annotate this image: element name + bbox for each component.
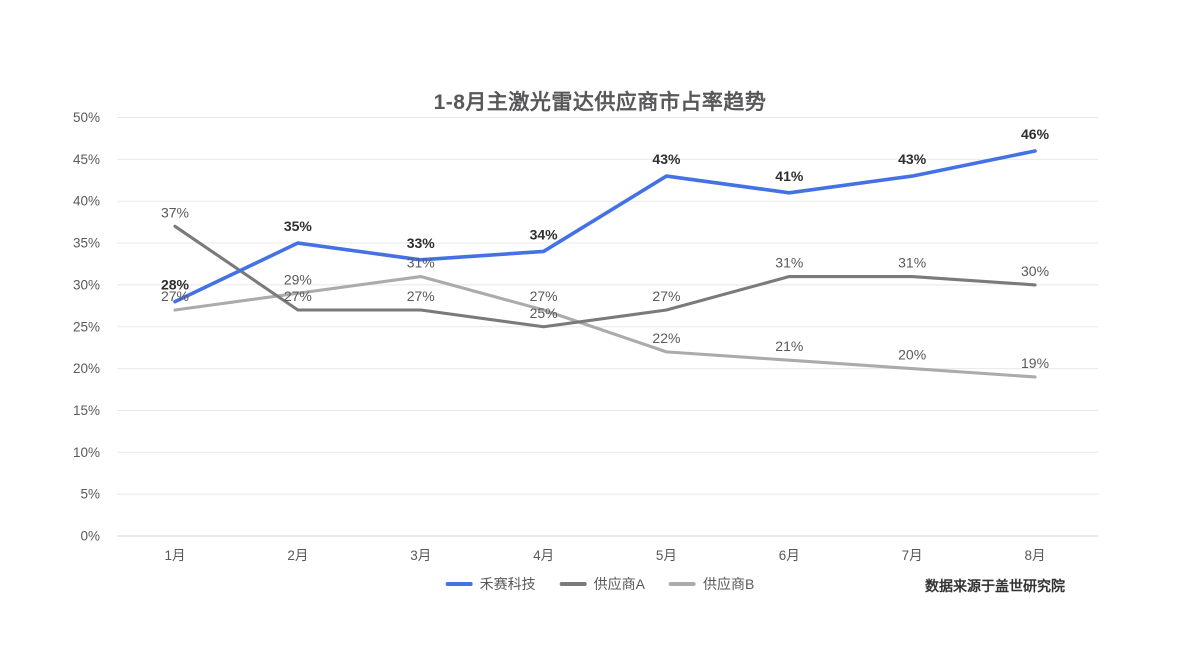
y-axis-tick-label: 45% [73,152,100,167]
data-label-series-2: 19% [1021,355,1049,371]
y-axis-tick-label: 40% [73,194,100,209]
legend-label: 供应商A [593,576,645,592]
legend-item-0: 禾赛科技 [445,574,536,594]
data-label-series-2: 21% [775,338,803,354]
data-label-series-2: 29% [284,271,312,287]
data-label-series-1: 25% [530,305,558,321]
data-label-series-2: 20% [898,347,926,363]
legend-label: 供应商B [703,576,755,592]
data-label-series-0: 43% [898,151,927,167]
x-axis-tick-label: 6月 [779,548,800,563]
data-label-series-0: 46% [1021,126,1050,142]
data-label-series-0: 34% [530,226,559,242]
series-line-0 [173,149,1037,304]
y-axis-tick-label: 5% [80,487,100,502]
source-note: 数据来源于盖世研究院 [925,578,1065,594]
legend-swatch-icon [559,582,587,586]
x-axis-tick-label: 5月 [656,548,677,563]
y-axis-tick-label: 30% [73,277,100,292]
x-axis-tick-label: 8月 [1025,548,1046,563]
x-axis-tick-label: 2月 [287,548,308,563]
data-label-series-2: 22% [652,330,680,346]
y-axis-tick-label: 10% [73,445,100,460]
x-axis-tick-label: 4月 [533,548,554,563]
legend-item-2: 供应商B [669,574,754,594]
data-label-series-1: 31% [898,255,926,271]
data-label-series-1: 37% [161,204,189,220]
data-label-series-2: 27% [161,288,189,304]
legend-label: 禾赛科技 [479,576,536,592]
legend-swatch-icon [669,582,696,586]
data-label-series-0: 35% [284,218,313,234]
legend-swatch-icon [445,582,473,586]
data-label-series-1: 27% [652,288,680,304]
data-label-series-0: 28% [161,277,190,293]
data-label-series-1: 27% [407,288,435,304]
chart-legend: 禾赛科技 供应商A 供应商B [0,574,1200,596]
x-axis-tick-label: 7月 [902,548,923,563]
legend-items: 禾赛科技 供应商A 供应商B [445,574,754,594]
x-axis-tick-label: 1月 [164,548,185,563]
chart-title: 1-8月主激光雷达供应商市占率趋势 [433,91,767,114]
series-line-2 [173,274,1037,379]
data-label-series-1: 30% [1021,263,1049,279]
series-line-1 [173,224,1037,329]
y-axis-tick-label: 0% [80,529,100,544]
data-label-series-1: 31% [775,255,803,271]
y-axis-tick-label: 50% [73,110,100,125]
x-axis-tick-label: 3月 [410,548,431,563]
y-axis-tick-label: 15% [73,403,100,418]
legend-item-1: 供应商A [559,574,645,594]
y-axis-tick-label: 35% [73,236,100,251]
data-label-series-2: 31% [407,255,435,271]
y-axis-tick-label: 25% [73,319,100,334]
data-label-series-1: 27% [284,288,312,304]
data-label-series-0: 41% [775,168,804,184]
y-axis-tick-label: 20% [73,361,100,376]
data-label-series-0: 43% [652,151,681,167]
data-label-series-2: 27% [530,288,558,304]
data-label-series-0: 33% [407,235,436,251]
